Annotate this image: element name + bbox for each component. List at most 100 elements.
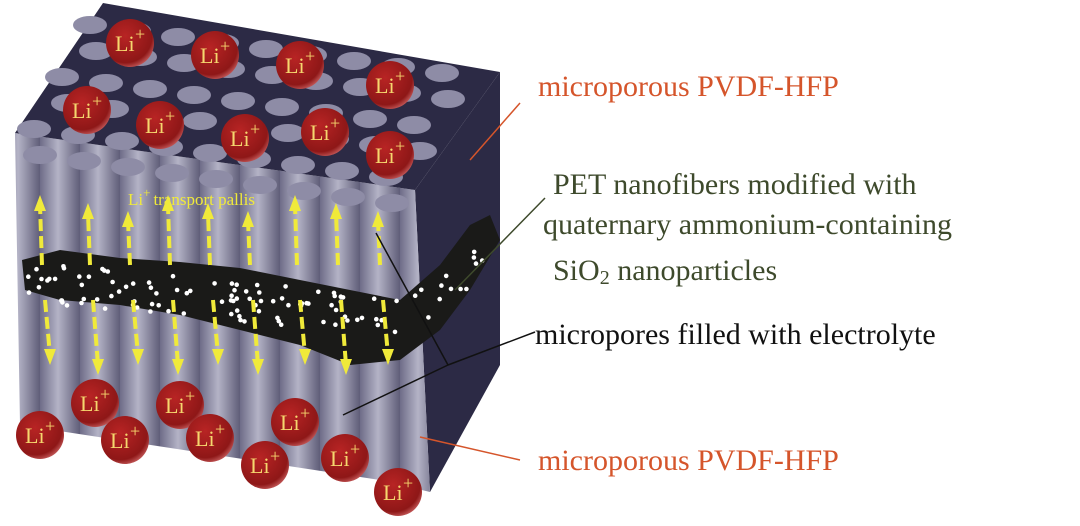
- nanoparticle-dot: [278, 322, 284, 328]
- nanoparticle-dot: [229, 311, 234, 317]
- nanoparticle-dot: [332, 293, 338, 299]
- svg-text:Li: Li: [110, 428, 130, 453]
- arrow-head: [202, 203, 214, 219]
- label-sio-subscript: 2: [599, 267, 610, 289]
- nanoparticle-dot: [359, 315, 365, 321]
- pore: [67, 152, 101, 170]
- pore: [325, 162, 359, 180]
- nanoparticle-dot: [464, 286, 469, 292]
- nanoparticle-dot: [270, 298, 276, 304]
- pore: [281, 156, 315, 174]
- arrow-head: [252, 359, 264, 375]
- arrow-head: [372, 211, 384, 227]
- svg-text:+: +: [215, 419, 225, 439]
- pore: [331, 188, 365, 206]
- pore: [353, 110, 387, 128]
- nanoparticle-dot: [283, 284, 288, 289]
- svg-text:+: +: [250, 119, 260, 139]
- lithium-ion: Li +: [221, 114, 269, 162]
- label-bottom-layer: microporous PVDF-HFP: [538, 444, 839, 477]
- arrow-shaft: [293, 204, 299, 266]
- nanoparticle-dot: [181, 311, 187, 316]
- svg-text:Li: Li: [195, 426, 215, 451]
- leader-line-micropores-b: [342, 364, 449, 416]
- svg-text:Li: Li: [72, 98, 92, 123]
- pore: [155, 164, 189, 182]
- nanoparticle-dot: [234, 282, 239, 288]
- arrow-shaft: [126, 220, 132, 266]
- nanoparticle-dot: [100, 266, 105, 272]
- nanoparticle-dot: [286, 302, 291, 308]
- nanoparticle-dot: [471, 249, 477, 255]
- svg-text:Li: Li: [200, 43, 220, 68]
- arrow-shaft: [376, 220, 382, 266]
- nanoparticle-dot: [321, 319, 326, 325]
- arrow-head: [162, 195, 174, 211]
- lithium-ion: Li +: [186, 414, 234, 462]
- arrow-head: [212, 349, 224, 365]
- svg-text:+: +: [305, 46, 315, 66]
- pore: [243, 176, 277, 194]
- nanoparticle-dot: [439, 283, 444, 288]
- nanoparticle-dot: [237, 313, 242, 319]
- pore: [89, 74, 123, 92]
- arrow-shaft: [38, 204, 44, 266]
- svg-text:+: +: [403, 473, 413, 493]
- arrow-head: [340, 359, 352, 375]
- svg-text:Li: Li: [80, 391, 100, 416]
- pore: [337, 52, 371, 70]
- nanoparticle-dot: [238, 317, 243, 323]
- nanoparticle-dot: [243, 289, 249, 294]
- svg-text:Li: Li: [115, 31, 135, 56]
- nanoparticle-dot: [81, 296, 87, 302]
- arrow-shaft: [43, 299, 52, 356]
- pore: [193, 144, 227, 162]
- svg-text:Li: Li: [165, 393, 185, 418]
- arrow-shaft: [339, 299, 348, 366]
- nanoparticle-dot: [36, 285, 42, 290]
- lithium-ion: Li +: [191, 31, 239, 79]
- nanoparticle-dot: [392, 329, 398, 335]
- nanoparticle-dot: [134, 305, 140, 310]
- label-nanoparticles: nanoparticles: [609, 254, 778, 287]
- nanoparticle-dot: [316, 289, 321, 295]
- svg-text:Li: Li: [280, 410, 300, 435]
- lithium-ion: Li +: [374, 468, 422, 516]
- lithium-ion: Li +: [366, 131, 414, 179]
- svg-text:Li: Li: [310, 120, 330, 145]
- nanoparticle-dot: [166, 308, 171, 314]
- nanoparticle-dot: [256, 308, 262, 314]
- leader-line-nanofibers: [454, 197, 546, 291]
- arrow-head: [299, 349, 311, 365]
- arrow-shaft: [131, 299, 140, 356]
- lithium-ion: Li +: [71, 379, 119, 427]
- arrow-shaft: [298, 299, 307, 356]
- nanoparticle-dot: [234, 308, 240, 313]
- nanoparticle-dot: [34, 266, 39, 272]
- arrow-shaft: [211, 299, 220, 356]
- pore: [111, 158, 145, 176]
- nanoparticle-dot: [304, 300, 309, 306]
- nanoparticle-dot: [61, 265, 67, 271]
- svg-text:Li: Li: [25, 423, 45, 448]
- pore: [221, 92, 255, 110]
- pore: [397, 116, 431, 134]
- label-nanofibers-line3: SiO2 nanoparticles: [553, 254, 778, 289]
- nanoparticle-dot: [333, 322, 338, 328]
- nanoparticle-dot: [448, 286, 454, 292]
- lithium-ion: Li +: [63, 86, 111, 134]
- leader-line-micropores-a: [447, 331, 536, 366]
- nanoparticle-dot: [109, 293, 114, 299]
- nanoparticle-dot: [148, 309, 153, 314]
- svg-text:Li: Li: [375, 73, 395, 98]
- svg-text:Li: Li: [285, 53, 305, 78]
- arrow-head: [34, 195, 46, 211]
- nanoparticle-dot: [437, 296, 443, 302]
- nanoparticle-dot: [412, 293, 418, 299]
- nanoparticle-dot: [443, 273, 449, 279]
- nanoparticle-dot: [419, 287, 424, 293]
- lithium-ion: Li +: [106, 19, 154, 67]
- nanoparticle-dot: [79, 300, 84, 306]
- nanoparticle-dot: [458, 286, 463, 292]
- pore: [17, 120, 51, 138]
